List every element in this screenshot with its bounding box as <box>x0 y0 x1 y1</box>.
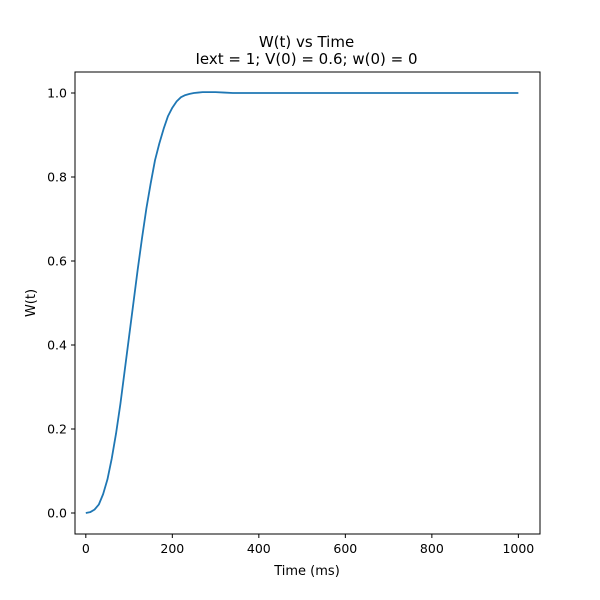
chart-subtitle: Iext = 1; V(0) = 0.6; w(0) = 0 <box>195 50 417 68</box>
chart-title: W(t) vs Time <box>259 33 354 51</box>
x-axis-ticks: 0 200 400 600 800 1000 <box>82 534 534 556</box>
series-line <box>85 91 519 514</box>
plot-frame <box>74 71 541 535</box>
x-tick-label: 1000 <box>502 541 534 556</box>
y-tick-label: 0.2 <box>47 422 67 437</box>
series-group <box>85 91 519 514</box>
y-tick-label: 0.4 <box>47 338 67 353</box>
y-tick-label: 1.0 <box>47 86 67 101</box>
x-tick-label: 400 <box>247 541 271 556</box>
y-tick-label: 0.0 <box>47 506 67 521</box>
y-tick-label: 0.6 <box>47 254 67 269</box>
y-axis-ticks: 0.0 0.2 0.4 0.6 0.8 1.0 <box>47 86 75 521</box>
y-tick-label: 0.8 <box>47 170 67 185</box>
x-tick-label: 200 <box>160 541 184 556</box>
x-axis-label: Time (ms) <box>273 564 340 579</box>
y-axis-label: W(t) <box>24 289 39 317</box>
x-tick-label: 600 <box>333 541 357 556</box>
x-tick-label: 800 <box>420 541 444 556</box>
x-tick-label: 0 <box>82 541 90 556</box>
